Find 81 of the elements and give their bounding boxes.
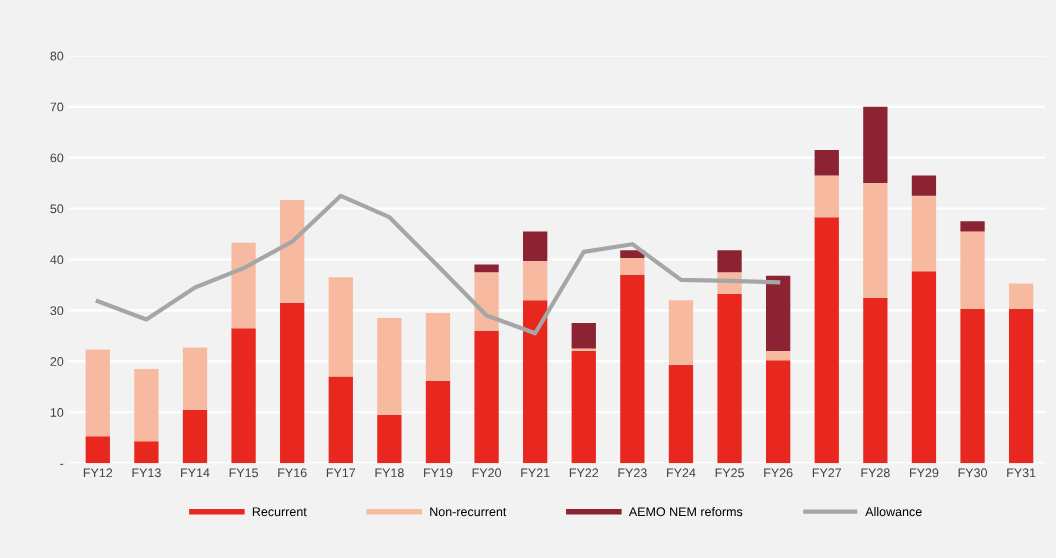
bar [863, 106, 888, 184]
y-tick-label: 50 [50, 204, 64, 214]
bar [668, 364, 694, 464]
bar [911, 175, 937, 196]
y-tick-label: 80 [50, 51, 64, 61]
bar [85, 436, 110, 464]
bar [620, 274, 645, 464]
y-tick-label: 20 [50, 357, 64, 366]
x-tick-label: FY22 [569, 468, 599, 478]
x-tick-label: FY23 [618, 468, 647, 478]
line-series [95, 193, 781, 336]
bar [280, 302, 305, 464]
legend-label: Allowance [865, 506, 922, 517]
y-tick-label: 70 [50, 102, 64, 112]
y-tick-label: 30 [50, 306, 64, 316]
bar [1008, 283, 1034, 309]
x-tick-label: FY31 [1007, 468, 1036, 478]
bar [1008, 308, 1034, 464]
x-tick-label: FY27 [812, 468, 842, 478]
x-tick-label: FY14 [181, 468, 210, 478]
bar [960, 231, 985, 309]
x-tick-label: FY24 [667, 468, 696, 478]
bar [377, 318, 402, 415]
x-tick-label: FY26 [764, 468, 793, 478]
bar [571, 351, 596, 464]
bar [231, 328, 256, 464]
bar [231, 242, 256, 329]
x-tick-label: FY17 [326, 468, 356, 478]
x-tick-label: FY13 [132, 468, 161, 478]
bar [863, 183, 888, 298]
bar [717, 294, 742, 464]
bar [960, 221, 985, 232]
x-tick-label: FY28 [861, 468, 890, 478]
bar [425, 380, 451, 464]
legend-label: Non-recurrent [430, 507, 507, 517]
bar [766, 360, 791, 464]
bar [134, 368, 159, 442]
bar [523, 300, 548, 464]
bar [523, 231, 548, 261]
x-tick-label: FY19 [424, 468, 453, 478]
bar [85, 349, 110, 437]
bar [134, 441, 159, 464]
bar [571, 323, 596, 349]
bar [620, 257, 645, 275]
x-tick-label: FY29 [910, 468, 939, 478]
x-tick-label: FY12 [83, 468, 113, 478]
x-tick-label: FY16 [278, 468, 307, 478]
bar [911, 271, 937, 464]
bar [814, 217, 839, 464]
x-tick-label: FY15 [229, 468, 258, 478]
bar [960, 308, 985, 464]
bar [911, 195, 937, 272]
bar [814, 150, 839, 176]
bar [328, 277, 353, 377]
bar [474, 264, 499, 273]
bar [182, 347, 208, 410]
bar [863, 297, 888, 464]
x-tick-label: FY30 [958, 468, 987, 478]
x-tick-label: FY20 [472, 468, 502, 478]
y-tick-label: 60 [50, 153, 64, 163]
x-tick-label: FY21 [521, 468, 550, 478]
bar [474, 272, 499, 331]
x-tick-label: FY18 [375, 468, 404, 478]
y-tick-label: 10 [50, 408, 64, 417]
x-tick-label: FY25 [715, 468, 744, 478]
y-tick-label: - [60, 463, 64, 465]
bar [328, 376, 353, 464]
bar [717, 250, 742, 273]
bar [523, 261, 548, 301]
y-tick-label: 40 [50, 255, 64, 265]
bar [814, 175, 839, 218]
bar [766, 351, 791, 361]
bar [377, 414, 402, 464]
bar [280, 199, 305, 303]
legend-label: Recurrent [252, 507, 307, 517]
bar [182, 409, 208, 464]
bar [474, 330, 499, 464]
bar [668, 300, 694, 365]
legend-label: AEMO NEM reforms [628, 506, 743, 517]
bar [766, 275, 791, 352]
bar [425, 312, 451, 381]
